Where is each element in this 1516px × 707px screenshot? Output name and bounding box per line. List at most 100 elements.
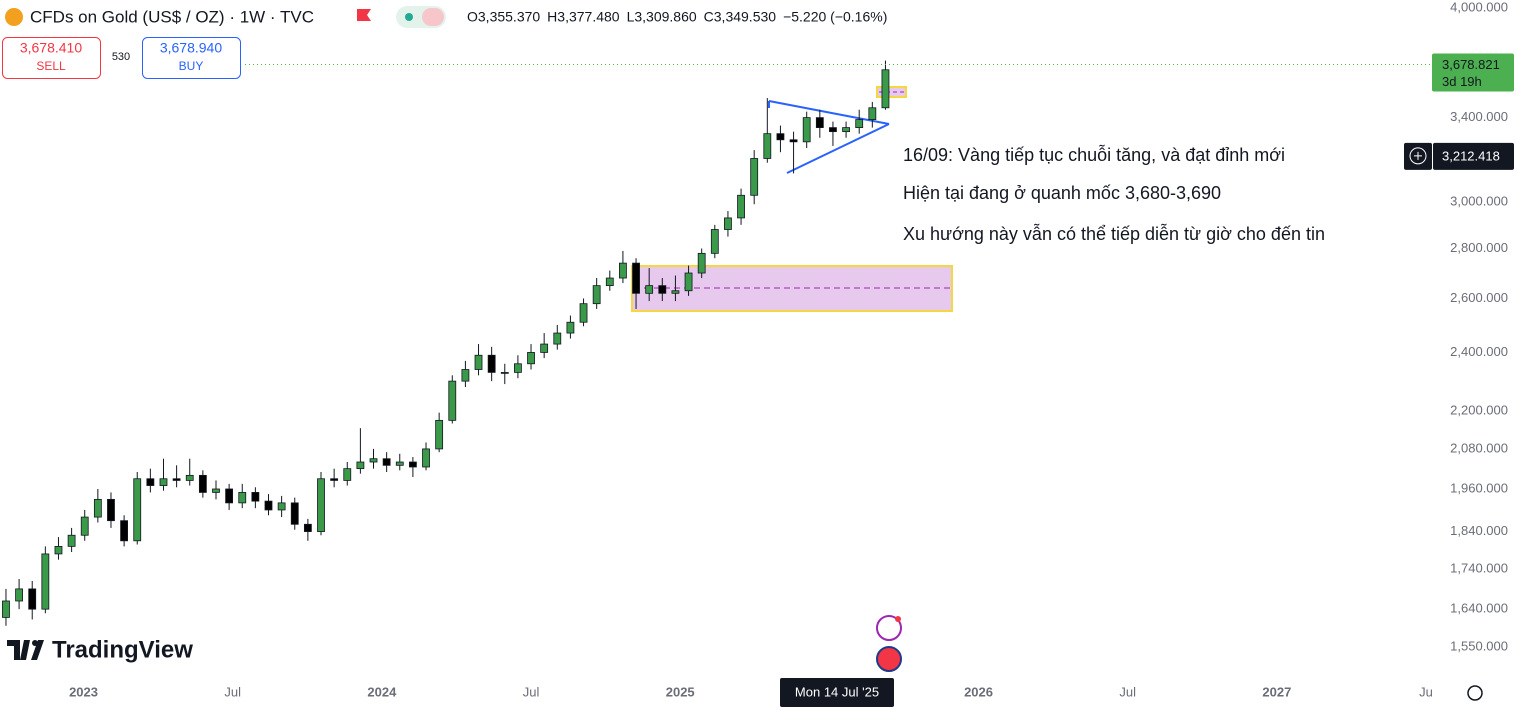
y-tick-label: 1,640.000 — [1450, 601, 1508, 616]
candle-body — [789, 139, 798, 143]
candle-body — [540, 343, 549, 353]
candle-body — [225, 488, 234, 504]
x-tick-label: 2027 — [1262, 684, 1291, 699]
candle-body — [159, 478, 168, 486]
zone-box — [876, 86, 907, 98]
logo: TradingView — [7, 636, 193, 663]
legend-value: O3,355.370 — [467, 9, 540, 25]
candle-body — [107, 498, 115, 522]
y-tick-label: 2,400.000 — [1450, 344, 1508, 359]
candle-body — [553, 332, 562, 345]
candle-body — [881, 69, 890, 109]
candle-body — [802, 117, 811, 143]
crosshair-price: 3,212.418 — [1442, 148, 1500, 163]
ohlc-legend: O3,355.370 H3,377.480 L3,309.860 C3,349.530… — [467, 9, 887, 25]
y-tick-label: 2,600.000 — [1450, 290, 1508, 305]
candle-body — [724, 217, 732, 230]
candle-body — [369, 458, 378, 463]
candles — [2, 60, 890, 626]
candle-body — [133, 478, 142, 542]
candle-body — [303, 523, 312, 532]
sell-price: 3,678.410 — [20, 40, 82, 56]
event-icon[interactable] — [876, 615, 902, 641]
candle-body — [343, 468, 352, 481]
candle-body — [264, 500, 273, 511]
legend-value: H3,377.480 — [547, 9, 620, 25]
candle-body — [815, 117, 824, 129]
candle-body — [356, 461, 365, 470]
candle-body — [684, 272, 693, 292]
candle-body — [185, 474, 194, 481]
y-tick-label: 1,740.000 — [1450, 561, 1508, 576]
x-tick-label: 2026 — [964, 684, 993, 699]
annotation: Hiện tại đang ở quanh mốc 3,680-3,690 — [903, 183, 1221, 203]
candle-body — [212, 488, 220, 493]
candle-body — [658, 285, 667, 294]
candle-body — [330, 478, 339, 481]
candle-body — [829, 127, 837, 133]
x-tick-label: 2024 — [367, 684, 397, 699]
candle-body — [579, 303, 588, 323]
candle-body — [487, 354, 496, 373]
candle-body — [146, 478, 155, 486]
logo-text: TradingView — [52, 636, 193, 663]
last-price-box — [1432, 53, 1514, 92]
countdown: 3d 19h — [1442, 74, 1482, 89]
buy-button[interactable] — [142, 37, 241, 79]
candle-body — [251, 492, 260, 502]
candle-body — [566, 321, 575, 334]
flag-event-icon[interactable] — [876, 646, 902, 672]
buy-label: BUY — [179, 59, 204, 73]
candle-body — [67, 534, 76, 547]
legend-value: −5.220 (−0.16%) — [783, 9, 887, 25]
candle-body — [737, 194, 745, 219]
candle-body — [238, 492, 247, 504]
candle-body — [632, 262, 640, 294]
candle-body — [605, 277, 614, 287]
candle-body — [317, 478, 325, 532]
toggle-wave — [422, 8, 444, 26]
candle-body — [527, 352, 535, 365]
y-tick-label: 1,840.000 — [1450, 523, 1508, 538]
candle-body — [290, 502, 299, 525]
sell-button[interactable] — [2, 37, 101, 79]
candle-body — [422, 448, 430, 468]
y-tick-label: 2,200.000 — [1450, 403, 1508, 418]
annotation: Xu hướng này vẫn có thể tiếp diễn từ giờ… — [903, 223, 1325, 244]
x-tick-label: Jul — [523, 684, 540, 699]
y-tick-label: 1,960.000 — [1450, 480, 1508, 495]
toggle-dot — [405, 13, 413, 21]
candle-body — [198, 474, 207, 493]
candle-body — [500, 371, 509, 374]
x-tick-label: Jul — [224, 684, 241, 699]
settings-icon[interactable] — [1467, 685, 1483, 701]
crosshair-date: Mon 14 Jul '25 — [795, 684, 879, 699]
candle-body — [868, 107, 877, 120]
y-tick-label: 3,000.000 — [1450, 193, 1508, 208]
triangle-line — [768, 100, 890, 125]
crosshair-plus-sign — [1414, 151, 1422, 160]
candle-body — [645, 285, 654, 294]
candle-body — [448, 380, 457, 421]
candle-body — [474, 354, 483, 370]
triangle-line — [786, 123, 890, 174]
logo-mark — [7, 640, 30, 660]
flag-icon[interactable] — [357, 9, 371, 21]
candle-body — [277, 502, 286, 511]
spread: 530 — [112, 51, 130, 63]
candle-body — [41, 553, 50, 610]
candle-body — [619, 262, 627, 279]
sell-label: SELL — [36, 59, 66, 73]
symbol-icon — [5, 8, 23, 26]
y-tick-label: 1,550.000 — [1450, 639, 1508, 654]
candle-body — [408, 461, 417, 468]
candle-body — [172, 478, 181, 481]
y-tick-label: 2,080.000 — [1450, 440, 1508, 455]
crosshair-plus — [1409, 147, 1427, 165]
candle-body — [120, 520, 129, 542]
candle-body — [776, 133, 785, 141]
x-tick-label: 2025 — [666, 684, 695, 699]
event-dot — [895, 616, 901, 622]
candle-body — [461, 369, 470, 382]
